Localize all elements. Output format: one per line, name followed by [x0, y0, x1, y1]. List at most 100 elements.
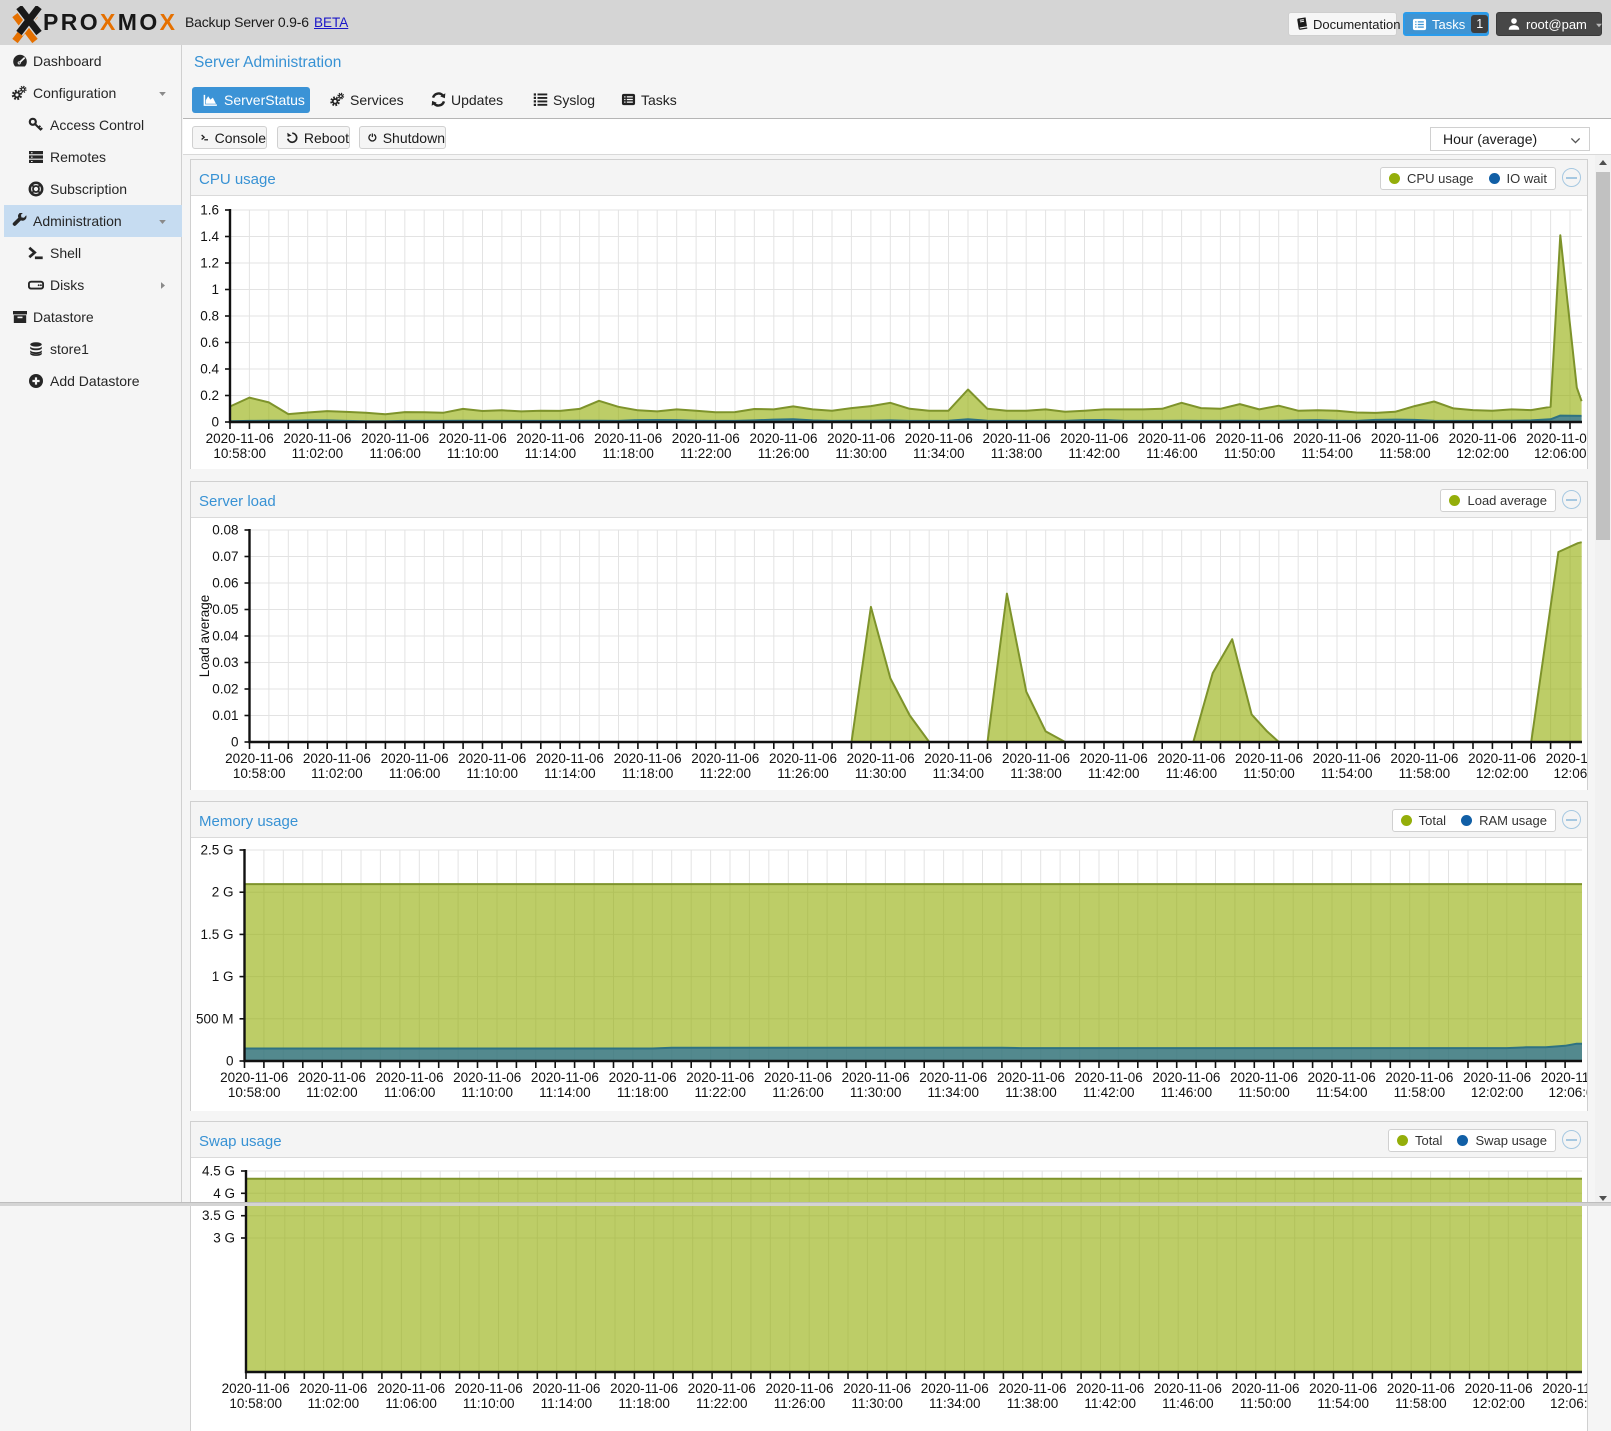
svg-text:11:22:00: 11:22:00 [700, 766, 752, 781]
svg-text:2020-11-06: 2020-11-06 [381, 751, 449, 766]
svg-text:0.02: 0.02 [212, 682, 238, 697]
svg-text:12:02:00: 12:02:00 [1472, 1396, 1525, 1411]
svg-text:11:14:00: 11:14:00 [544, 766, 596, 781]
svg-text:2020-11-06: 2020-11-06 [594, 431, 662, 446]
svg-text:2020-11-06: 2020-11-06 [1075, 1070, 1143, 1085]
svg-text:2020-11-06: 2020-11-06 [921, 1381, 989, 1396]
svg-text:Load average: Load average [197, 595, 212, 678]
svg-text:0.05: 0.05 [212, 602, 238, 617]
svg-text:12:06:00: 12:06:00 [1534, 446, 1587, 461]
svg-text:11:18:00: 11:18:00 [617, 1085, 669, 1100]
svg-text:11:54:00: 11:54:00 [1301, 446, 1353, 461]
svg-text:2020-11-06: 2020-11-06 [982, 431, 1050, 446]
svg-text:10:58:00: 10:58:00 [228, 1085, 281, 1100]
svg-text:2.5 G: 2.5 G [200, 843, 233, 858]
svg-text:0.06: 0.06 [212, 576, 238, 591]
svg-text:0.07: 0.07 [212, 549, 238, 564]
svg-text:12:06:00: 12:06:00 [1549, 1085, 1587, 1100]
svg-text:11:42:00: 11:42:00 [1083, 1085, 1135, 1100]
svg-text:2020-11-06: 2020-11-06 [361, 431, 429, 446]
svg-text:2 G: 2 G [212, 885, 234, 900]
svg-text:11:34:00: 11:34:00 [929, 1396, 981, 1411]
svg-text:11:50:00: 11:50:00 [1224, 446, 1276, 461]
svg-text:2020-11-06: 2020-11-06 [905, 431, 973, 446]
svg-text:2020-11-06: 2020-11-06 [283, 431, 351, 446]
svg-text:11:06:00: 11:06:00 [384, 1085, 436, 1100]
svg-text:11:46:00: 11:46:00 [1146, 446, 1198, 461]
svg-text:11:18:00: 11:18:00 [618, 1396, 670, 1411]
svg-text:0.04: 0.04 [212, 629, 239, 644]
svg-text:2020-11-06: 2020-11-06 [299, 1381, 367, 1396]
svg-text:2020-11-06: 2020-11-06 [610, 1381, 678, 1396]
svg-text:0: 0 [211, 415, 219, 430]
svg-text:2020-11-06: 2020-11-06 [1371, 431, 1439, 446]
svg-text:11:10:00: 11:10:00 [461, 1085, 513, 1100]
svg-text:0.01: 0.01 [212, 708, 238, 723]
svg-text:2020-11-06: 2020-11-06 [536, 751, 604, 766]
svg-text:2020-11-06: 2020-11-06 [769, 751, 837, 766]
svg-text:11:02:00: 11:02:00 [306, 1085, 358, 1100]
svg-text:2020-11-06: 2020-11-06 [1231, 1381, 1299, 1396]
svg-text:2020-11-06: 2020-11-06 [1293, 431, 1361, 446]
svg-text:2020-11-06: 2020-11-06 [516, 431, 584, 446]
svg-text:11:34:00: 11:34:00 [913, 446, 965, 461]
svg-text:4.5 G: 4.5 G [202, 1164, 235, 1179]
svg-text:11:30:00: 11:30:00 [850, 1085, 902, 1100]
svg-text:2020-11-06: 2020-11-06 [1390, 751, 1458, 766]
svg-text:11:18:00: 11:18:00 [622, 766, 674, 781]
svg-text:0: 0 [226, 1054, 234, 1069]
svg-text:11:22:00: 11:22:00 [696, 1396, 748, 1411]
svg-text:12:02:00: 12:02:00 [1471, 1085, 1524, 1100]
svg-text:2020-11-06: 2020-11-06 [532, 1381, 600, 1396]
svg-text:11:10:00: 11:10:00 [447, 446, 499, 461]
svg-text:11:30:00: 11:30:00 [851, 1396, 903, 1411]
svg-text:11:54:00: 11:54:00 [1317, 1396, 1369, 1411]
svg-text:11:06:00: 11:06:00 [385, 1396, 437, 1411]
svg-text:11:58:00: 11:58:00 [1394, 1085, 1446, 1100]
svg-text:2020-11-06: 2020-11-06 [1463, 1070, 1531, 1085]
svg-text:2020-11-06: 2020-11-06 [1313, 751, 1381, 766]
svg-text:2020-11-06: 2020-11-06 [455, 1381, 523, 1396]
svg-text:2020-11-06: 2020-11-06 [1387, 1381, 1455, 1396]
svg-text:2020-11-06: 2020-11-06 [691, 751, 759, 766]
svg-text:2020-11-06: 2020-11-06 [1468, 751, 1536, 766]
svg-text:11:10:00: 11:10:00 [463, 1396, 515, 1411]
svg-text:2020-11-06: 2020-11-06 [1465, 1381, 1533, 1396]
svg-text:0.2: 0.2 [200, 388, 219, 403]
svg-text:0.08: 0.08 [212, 523, 238, 538]
svg-text:0.8: 0.8 [200, 309, 219, 324]
svg-text:11:06:00: 11:06:00 [389, 766, 441, 781]
svg-text:11:42:00: 11:42:00 [1088, 766, 1140, 781]
svg-text:11:58:00: 11:58:00 [1379, 446, 1431, 461]
svg-text:2020-11-06: 2020-11-06 [924, 751, 992, 766]
svg-text:11:06:00: 11:06:00 [369, 446, 421, 461]
svg-text:11:02:00: 11:02:00 [308, 1396, 360, 1411]
svg-text:2020-11-06: 2020-11-06 [998, 1381, 1066, 1396]
svg-text:2020-11-06: 2020-11-06 [1541, 1070, 1587, 1085]
svg-text:3.5 G: 3.5 G [202, 1208, 235, 1223]
svg-text:2020-11-06: 2020-11-06 [206, 431, 274, 446]
svg-text:2020-11-06: 2020-11-06 [222, 1381, 290, 1396]
svg-text:2020-11-06: 2020-11-06 [377, 1381, 445, 1396]
svg-text:11:30:00: 11:30:00 [835, 446, 887, 461]
svg-text:2020-11-06: 2020-11-06 [1449, 431, 1517, 446]
svg-text:11:58:00: 11:58:00 [1395, 1396, 1447, 1411]
svg-text:11:58:00: 11:58:00 [1399, 766, 1451, 781]
svg-text:11:42:00: 11:42:00 [1084, 1396, 1136, 1411]
svg-text:11:26:00: 11:26:00 [774, 1396, 826, 1411]
svg-text:2020-11-06: 2020-11-06 [847, 751, 915, 766]
svg-text:2020-11-06: 2020-11-06 [1542, 1381, 1587, 1396]
svg-text:2020-11-06: 2020-11-06 [919, 1070, 987, 1085]
svg-text:2020-11-06: 2020-11-06 [303, 751, 371, 766]
svg-text:2020-11-06: 2020-11-06 [672, 431, 740, 446]
svg-text:2020-11-06: 2020-11-06 [1076, 1381, 1144, 1396]
svg-text:2020-11-06: 2020-11-06 [1546, 751, 1587, 766]
svg-text:2020-11-06: 2020-11-06 [688, 1381, 756, 1396]
svg-text:2020-11-06: 2020-11-06 [997, 1070, 1065, 1085]
svg-text:2020-11-06: 2020-11-06 [686, 1070, 754, 1085]
svg-text:0: 0 [231, 735, 239, 750]
svg-text:11:50:00: 11:50:00 [1240, 1396, 1292, 1411]
svg-text:2020-11-06: 2020-11-06 [1154, 1381, 1222, 1396]
svg-text:11:22:00: 11:22:00 [695, 1085, 747, 1100]
svg-text:11:54:00: 11:54:00 [1316, 1085, 1368, 1100]
